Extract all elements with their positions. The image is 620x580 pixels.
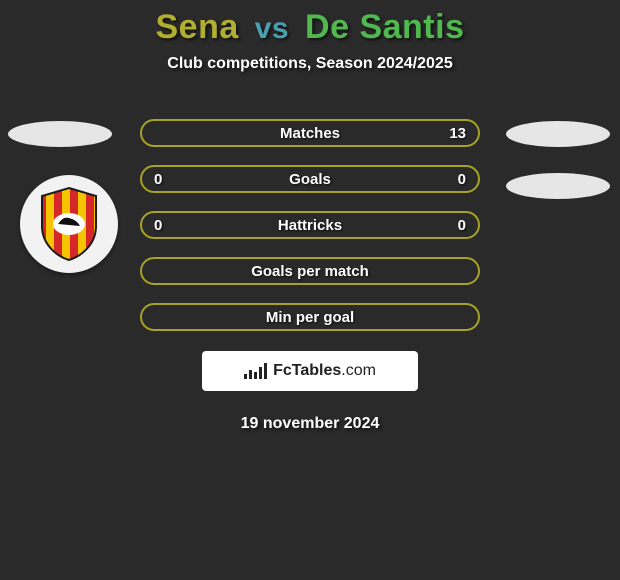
stat-bars: Matches 13 0 Goals 0 0 Hattricks 0 Goals… bbox=[140, 119, 480, 349]
stat-right: 0 bbox=[458, 171, 466, 188]
chart-bars-icon bbox=[244, 363, 267, 379]
stat-row-goals: 0 Goals 0 bbox=[140, 165, 480, 193]
player2-club-placeholder bbox=[506, 173, 610, 199]
stat-right: 13 bbox=[449, 125, 466, 142]
page-title: Sena vs De Santis bbox=[0, 0, 620, 47]
title-player2: De Santis bbox=[305, 8, 464, 46]
stat-right: 0 bbox=[458, 217, 466, 234]
player2-avatar-placeholder bbox=[506, 121, 610, 147]
stat-label: Matches bbox=[280, 125, 340, 142]
stat-label: Goals per match bbox=[251, 263, 369, 280]
subtitle: Club competitions, Season 2024/2025 bbox=[0, 55, 620, 73]
brand-suffix: .com bbox=[341, 362, 376, 379]
brand-name-text: FcTables bbox=[273, 362, 341, 379]
stat-label: Goals bbox=[289, 171, 331, 188]
stat-left: 0 bbox=[154, 171, 162, 188]
player1-avatar-placeholder bbox=[8, 121, 112, 147]
snapshot-date: 19 november 2024 bbox=[0, 415, 620, 433]
stat-label: Hattricks bbox=[278, 217, 342, 234]
club-shield-icon bbox=[38, 186, 100, 262]
title-player1: Sena bbox=[156, 8, 239, 46]
stat-row-min-per-goal: Min per goal bbox=[140, 303, 480, 331]
stat-label: Min per goal bbox=[266, 309, 354, 326]
brand-box: FcTables.com bbox=[202, 351, 418, 391]
stat-row-hattricks: 0 Hattricks 0 bbox=[140, 211, 480, 239]
stat-left: 0 bbox=[154, 217, 162, 234]
stat-row-goals-per-match: Goals per match bbox=[140, 257, 480, 285]
brand-name: FcTables.com bbox=[273, 362, 376, 380]
stat-row-matches: Matches 13 bbox=[140, 119, 480, 147]
title-vs: vs bbox=[255, 12, 289, 45]
player1-club-badge bbox=[20, 175, 118, 273]
